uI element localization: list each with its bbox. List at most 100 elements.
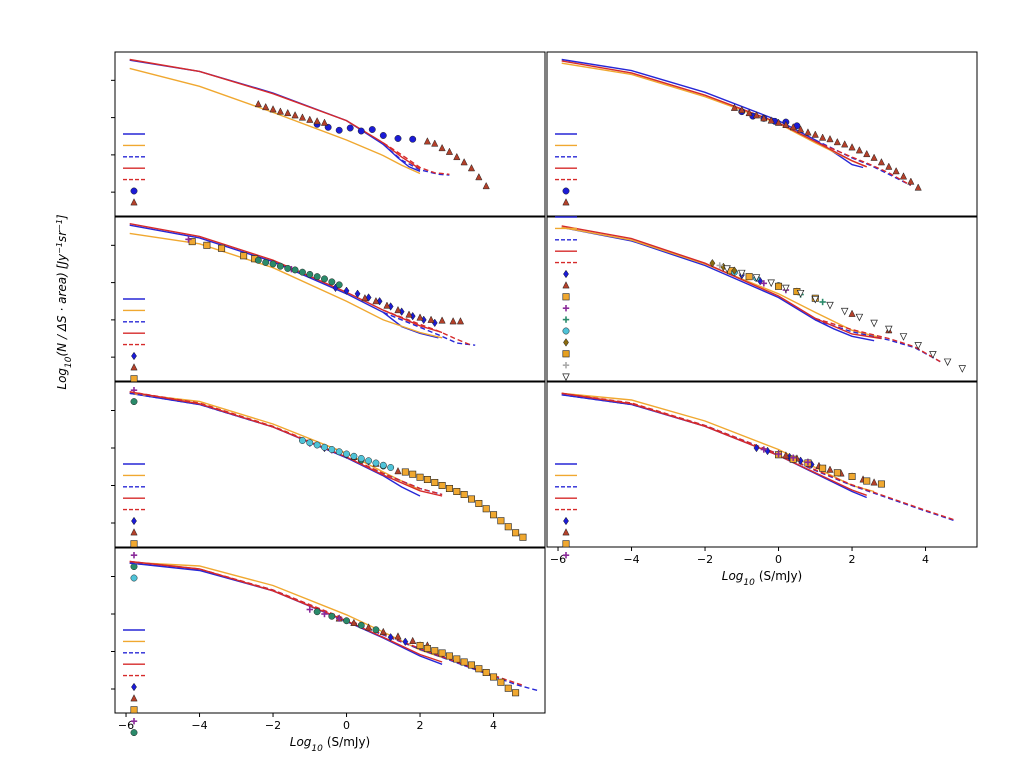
data-point (394, 305, 402, 314)
data-point (328, 278, 336, 286)
data-point (431, 647, 439, 655)
data-point (863, 149, 871, 158)
data-point (819, 133, 827, 141)
data-point (467, 164, 476, 172)
panel-frame (546, 381, 978, 548)
data-point (372, 459, 380, 467)
x-axis-label: Log10 (S/mJy) (722, 569, 802, 588)
data-point (262, 259, 270, 266)
panel-frame (114, 216, 546, 382)
data-point (291, 266, 299, 274)
line-dale-total (815, 317, 941, 363)
data-point (877, 480, 885, 488)
line-bressan (129, 224, 439, 339)
x-tick-label: 4 (922, 553, 929, 566)
x-tick-label: −6 (550, 553, 566, 566)
data-point (504, 523, 512, 531)
observations (306, 606, 520, 697)
data-point (899, 333, 908, 341)
data-point (467, 495, 475, 503)
line-bressan (129, 59, 421, 172)
legend-marker (130, 718, 138, 725)
data-point (453, 655, 461, 663)
data-point (475, 499, 483, 507)
data-point (738, 105, 746, 114)
data-point (833, 469, 841, 477)
data-point (321, 443, 328, 451)
data-point (343, 617, 350, 625)
legend-marker (130, 729, 138, 737)
legend-marker (131, 516, 137, 526)
data-point (328, 612, 336, 620)
line-bressan-total (129, 392, 443, 496)
line-dale-total (129, 391, 443, 496)
panel-frame (114, 381, 546, 548)
data-point (379, 627, 387, 635)
legend-marker (562, 327, 570, 335)
line-bressan-total (814, 139, 912, 187)
data-point (482, 668, 490, 676)
data-point (321, 275, 328, 283)
data-point (504, 684, 512, 692)
x-tick-label: 2 (417, 719, 424, 732)
data-point (870, 478, 878, 486)
legend-marker (130, 198, 138, 206)
data-point (431, 139, 439, 147)
data-point (262, 102, 270, 111)
observations (730, 103, 922, 191)
data-point (840, 307, 849, 316)
data-point (320, 118, 329, 126)
data-point (863, 477, 871, 485)
legend (123, 463, 145, 582)
data-point (402, 637, 409, 646)
data-point (423, 137, 431, 145)
data-point (394, 135, 402, 142)
legend-marker (563, 338, 569, 347)
line-dale-total (815, 140, 912, 187)
data-point (276, 262, 284, 270)
x-tick-label: −6 (118, 719, 134, 732)
data-point (899, 172, 908, 180)
data-point (203, 241, 211, 249)
data-point (943, 358, 952, 367)
data-point (383, 301, 391, 309)
legend-marker (562, 373, 570, 382)
data-point (298, 113, 307, 121)
data-point (482, 505, 490, 513)
legend-marker (130, 398, 138, 406)
data-point (306, 606, 313, 613)
data-point (811, 295, 820, 304)
legend (555, 463, 577, 559)
data-point (335, 281, 343, 289)
data-point (313, 117, 321, 125)
data-point (731, 266, 738, 275)
data-point (313, 273, 321, 281)
legend-marker (562, 187, 570, 195)
legend-marker (131, 351, 137, 361)
line-agn (129, 232, 443, 339)
legend-marker (562, 198, 570, 206)
data-point (269, 260, 277, 268)
data-point (958, 365, 967, 373)
data-point (321, 610, 328, 618)
data-point (313, 608, 321, 616)
data-point (449, 317, 457, 325)
data-point (855, 313, 864, 322)
panel-frame (546, 216, 978, 382)
data-point (357, 127, 365, 135)
data-point (438, 143, 446, 152)
data-point (497, 678, 505, 686)
data-point (431, 478, 439, 486)
data-point (789, 123, 797, 131)
x-axis-label: Log10 (S/mJy) (290, 735, 370, 754)
legend (123, 298, 145, 406)
line-bressan (561, 58, 864, 169)
model-lines (561, 225, 941, 363)
legend-marker (562, 362, 570, 369)
data-point (328, 446, 336, 453)
data-point (774, 118, 783, 126)
data-point (892, 167, 900, 175)
line-bressan (561, 394, 867, 499)
x-tick-label: 0 (343, 719, 350, 732)
